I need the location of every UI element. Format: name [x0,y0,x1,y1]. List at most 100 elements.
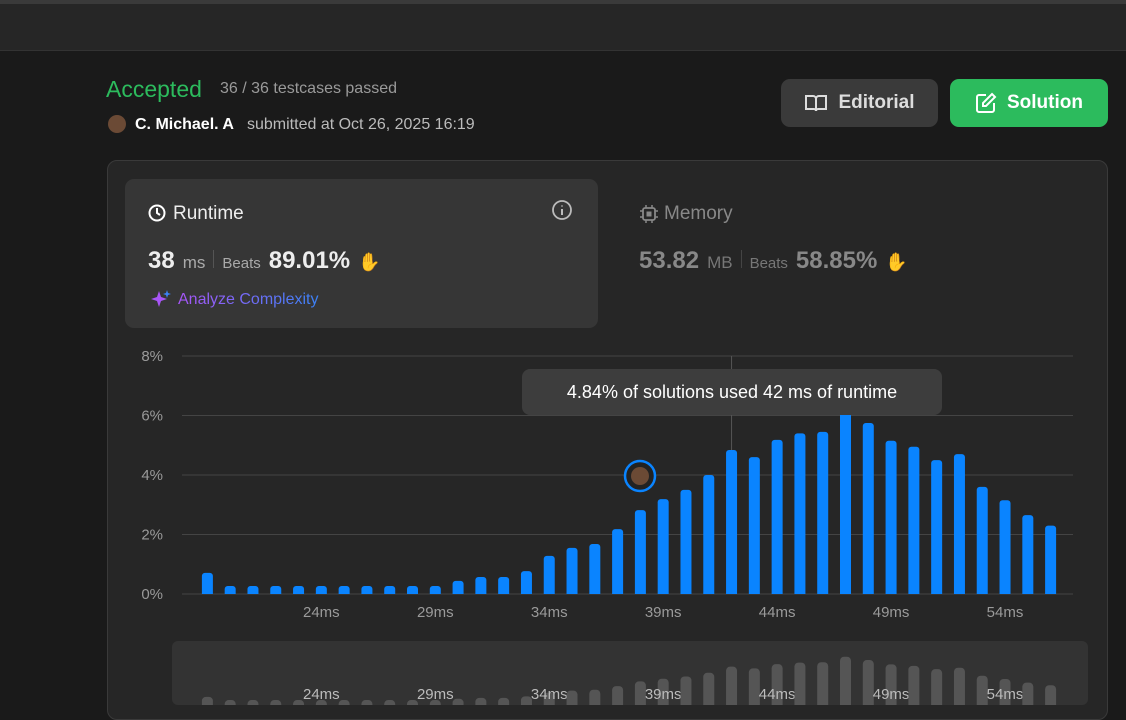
analyze-complexity[interactable]: Analyze Complexity [178,291,319,308]
tooltip-text: 4.84% of solutions used 42 ms of runtime [567,382,897,402]
overview-bar [498,697,510,705]
top-bar [0,0,1126,51]
bar [270,585,282,594]
y-tick-label: 2% [141,527,163,544]
bar [224,585,236,594]
bar [657,499,669,594]
submitted: submitted at Oct 26, 2025 16:19 [247,116,475,133]
bar [748,457,760,594]
separator [740,250,742,268]
bar [293,585,305,594]
y-tick-label: 8% [141,348,163,365]
overview-bar [429,700,441,705]
bar [1045,525,1057,594]
bar [407,585,418,594]
bar [498,577,510,594]
user-marker-face [631,467,649,485]
info-icon[interactable] [551,199,573,221]
memory-stats: 53.82 MB Beats 58.85% ✋ [639,247,908,275]
solution-label: Solution [1007,92,1083,113]
bar [726,450,738,594]
bar [999,500,1011,594]
y-tick-label: 6% [141,408,163,425]
overview-bar [361,700,373,705]
overview-bar [270,700,282,705]
overview-bar [748,668,760,705]
overview-bar [908,665,920,705]
bar [452,580,464,594]
overview-bar [657,678,669,705]
editorial-button[interactable]: Editorial [781,79,938,127]
bar [1022,515,1034,594]
bar [543,555,555,594]
user-name[interactable]: C. Michael. A [135,116,234,133]
overview-bar [840,656,851,705]
overview-bar [201,696,213,705]
overview-bar [612,686,624,705]
overview-tick-label: 29ms [417,686,454,703]
runtime-stats: 38 ms Beats 89.01% ✋ [148,247,381,275]
overview-bar [452,698,464,705]
runtime-unit: ms [182,253,206,272]
overview-bar [589,689,601,705]
overview-bar [1045,685,1057,705]
overview-bar [885,664,897,705]
overview-bar [224,700,236,705]
overview-bar [862,660,874,705]
runtime-title: Runtime [173,203,244,224]
overview-bar [953,667,965,705]
tooltip [522,369,942,415]
bar [475,577,487,594]
overview-bar [976,675,988,705]
status: Accepted [106,76,202,102]
overview-bar [293,700,305,705]
bar [703,475,715,594]
overview-bar [407,700,418,705]
beats-label: Beats [222,255,261,272]
overview-bar [817,662,829,705]
bar [885,440,897,594]
bar [908,446,920,594]
runtime-card[interactable] [125,179,598,328]
memory-value: 53.82 [639,247,700,274]
overview-tick-label: 54ms [987,686,1024,703]
memory-beats: 58.85% [795,247,878,274]
memory-title: Memory [664,203,733,224]
clap-icon: ✋ [885,252,908,272]
bar [817,431,829,594]
x-tick-label: 34ms [531,604,568,621]
bar [953,454,965,594]
overview-bar [315,700,327,705]
range-selector[interactable] [172,641,1088,705]
overview-bar [634,681,646,705]
x-tick-label: 24ms [303,604,340,621]
y-tick-label: 0% [141,586,163,603]
solution-button[interactable]: Solution [950,79,1108,127]
edit-icon [976,92,997,113]
bar [840,409,851,594]
overview-tick-label: 34ms [531,686,568,703]
overview-bar [771,664,783,705]
runtime-value: 38 [148,247,175,274]
overview-bar [703,672,715,705]
beats-label: Beats [749,255,788,272]
x-tick-label: 49ms [873,604,910,621]
clock-icon [148,204,166,222]
overview-tick-label: 44ms [759,686,796,703]
bar [794,433,806,594]
bar [201,572,213,594]
bar [315,585,327,594]
overview-tick-label: 24ms [303,686,340,703]
bar [589,544,601,594]
separator [213,250,215,268]
bar [771,439,783,594]
bar [247,585,259,594]
overview-tick-label: 39ms [645,686,682,703]
overview-bar [566,690,578,705]
overview-bar [1022,682,1034,705]
x-tick-label: 44ms [759,604,796,621]
overview-bar [247,700,259,705]
bar [520,571,532,594]
testcases: 36 / 36 testcases passed [220,80,397,97]
